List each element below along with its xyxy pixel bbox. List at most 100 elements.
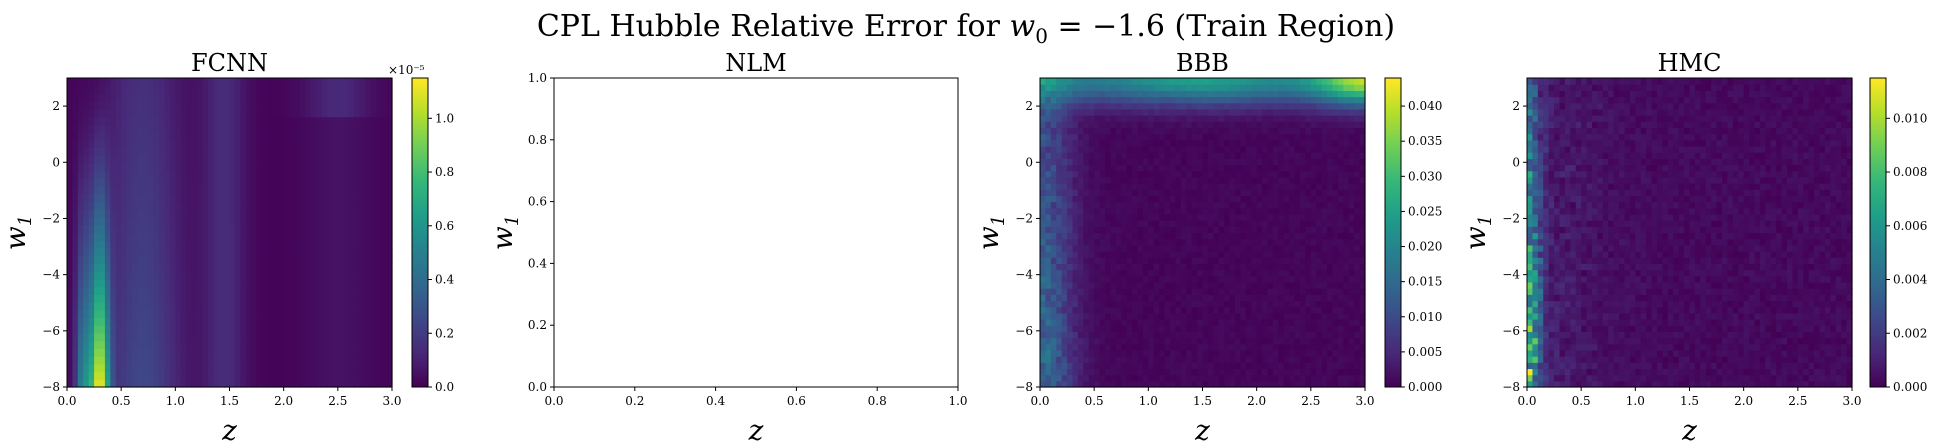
heatmap-cell [337, 155, 344, 164]
heatmap-cell [1272, 300, 1279, 308]
heatmap-cell [1235, 263, 1242, 271]
heatmap-cell [359, 108, 366, 118]
heatmap-cell [99, 201, 106, 210]
heatmap-cell [1207, 337, 1214, 345]
heatmap-cell [1278, 368, 1285, 376]
heatmap-cell [1121, 312, 1128, 320]
heatmap-cell [381, 101, 388, 110]
heatmap-cell [186, 240, 193, 249]
heatmap-cell [272, 379, 279, 388]
x-tick-label: 0.0 [544, 394, 563, 408]
heatmap-cell [262, 294, 269, 303]
heatmap-cell [197, 93, 204, 102]
heatmap-cell [137, 186, 144, 195]
heatmap-cell [299, 193, 306, 203]
heatmap-cell [115, 325, 122, 334]
heatmap-cell [1207, 78, 1214, 85]
heatmap-cell [364, 162, 371, 172]
heatmap-cell [180, 286, 187, 295]
heatmap-cell [186, 263, 193, 272]
heatmap-cell [1061, 145, 1068, 153]
y-tick-label: 0.2 [528, 318, 547, 332]
heatmap-cell [1272, 152, 1279, 159]
heatmap-cell [1110, 337, 1117, 345]
heatmap-cell [1294, 121, 1301, 129]
heatmap-cell [218, 101, 225, 110]
heatmap-cell [83, 332, 90, 342]
heatmap-cell [121, 124, 128, 133]
heatmap-cell [1224, 158, 1231, 166]
colorbar-segment [412, 168, 428, 172]
heatmap-cell [83, 356, 90, 365]
heatmap-cell [262, 240, 269, 249]
heatmap-cell [337, 85, 344, 95]
heatmap-cell [1072, 226, 1079, 234]
heatmap-cell [224, 108, 231, 118]
heatmap-cell [1218, 312, 1225, 320]
heatmap-cell [132, 332, 139, 342]
heatmap-cell [1218, 158, 1225, 166]
heatmap-cell [348, 240, 355, 249]
heatmap-cell [262, 232, 269, 241]
heatmap-cell [343, 209, 350, 218]
heatmap-cell [1121, 145, 1128, 153]
heatmap-cell [121, 278, 128, 288]
heatmap-cell [132, 147, 139, 156]
heatmap-cell [1262, 257, 1269, 264]
heatmap-cell [1099, 213, 1106, 221]
heatmap-cell [1202, 183, 1209, 190]
heatmap-cell [375, 278, 382, 288]
heatmap-cell [1050, 257, 1057, 264]
heatmap-cell [1278, 96, 1285, 104]
heatmap-cell [1186, 281, 1193, 289]
heatmap-cell [1088, 170, 1095, 178]
heatmap-cell [110, 317, 117, 326]
heatmap-cell [115, 340, 122, 349]
heatmap-cell [175, 116, 182, 125]
heatmap-cell [1094, 121, 1101, 129]
heatmap-cell [1283, 145, 1290, 153]
heatmap-cell [1262, 356, 1269, 363]
heatmap-cell [337, 93, 344, 102]
heatmap-cell [1110, 170, 1117, 178]
heatmap-cell [1040, 294, 1047, 302]
heatmap-cell [1186, 108, 1193, 116]
heatmap-cell [1240, 337, 1247, 345]
heatmap-cell [1202, 226, 1209, 234]
heatmap-cell [1061, 238, 1068, 246]
heatmap-cell [224, 302, 231, 311]
heatmap-cell [126, 93, 133, 102]
heatmap-cell [1164, 244, 1171, 252]
heatmap-cell [207, 278, 214, 288]
heatmap-cell [267, 309, 274, 319]
heatmap-cell [1164, 374, 1171, 382]
heatmap-cell [1050, 121, 1057, 129]
heatmap-cell [1153, 164, 1160, 172]
heatmap-cell [1077, 319, 1084, 326]
heatmap-cell [110, 139, 117, 149]
heatmap-cell [305, 170, 312, 180]
heatmap-cell [321, 294, 328, 303]
heatmap-cell [1256, 158, 1263, 166]
heatmap-cell [256, 78, 263, 87]
heatmap-cell [197, 294, 204, 303]
heatmap-cell [1094, 269, 1101, 277]
heatmap-cell [316, 286, 323, 295]
heatmap-cell [1137, 312, 1144, 320]
heatmap-cell [354, 217, 361, 226]
heatmap-cell [1256, 102, 1263, 110]
heatmap-cell [337, 139, 344, 149]
heatmap-cell [77, 224, 84, 234]
heatmap-cell [1045, 201, 1052, 209]
heatmap-cell [310, 170, 317, 180]
heatmap-cell [316, 309, 323, 319]
heatmap-cell [94, 147, 101, 156]
heatmap-cell [175, 217, 182, 226]
heatmap-cell [1067, 275, 1074, 283]
heatmap-cell [207, 379, 214, 388]
heatmap-cell [310, 93, 317, 102]
heatmap-cell [1267, 275, 1274, 283]
heatmap-cell [1061, 294, 1068, 302]
heatmap-cell [294, 193, 301, 203]
heatmap-cell [1207, 251, 1214, 258]
